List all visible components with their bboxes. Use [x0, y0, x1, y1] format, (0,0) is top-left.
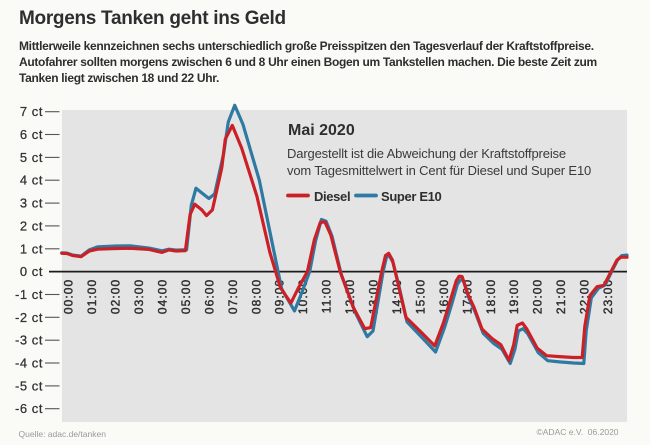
- svg-text:03:00: 03:00: [132, 279, 146, 314]
- svg-text:-3 ct: -3 ct: [15, 333, 43, 348]
- svg-text:00:00: 00:00: [62, 279, 76, 314]
- svg-text:2 ct: 2 ct: [20, 218, 43, 233]
- svg-text:07:00: 07:00: [226, 279, 240, 314]
- svg-text:08:00: 08:00: [249, 279, 263, 314]
- svg-text:01:00: 01:00: [85, 279, 99, 314]
- svg-text:3 ct: 3 ct: [20, 196, 43, 211]
- svg-text:18:00: 18:00: [484, 279, 498, 314]
- svg-text:1 ct: 1 ct: [20, 241, 43, 256]
- svg-text:6 ct: 6 ct: [20, 127, 43, 142]
- svg-text:7 ct: 7 ct: [20, 104, 43, 119]
- svg-text:05:00: 05:00: [179, 279, 193, 314]
- svg-text:0 ct: 0 ct: [20, 264, 43, 279]
- svg-text:-1 ct: -1 ct: [15, 287, 43, 302]
- svg-text:09:00: 09:00: [273, 279, 287, 314]
- svg-text:10:00: 10:00: [296, 279, 310, 314]
- svg-text:5 ct: 5 ct: [20, 150, 43, 165]
- svg-text:02:00: 02:00: [109, 279, 123, 314]
- svg-text:21:00: 21:00: [554, 279, 568, 314]
- svg-text:11:00: 11:00: [320, 279, 334, 313]
- svg-text:23:00: 23:00: [601, 279, 615, 314]
- svg-text:06:00: 06:00: [202, 279, 216, 314]
- svg-text:-2 ct: -2 ct: [15, 310, 43, 325]
- svg-text:15:00: 15:00: [413, 279, 427, 314]
- svg-text:04:00: 04:00: [156, 279, 170, 314]
- svg-text:-6 ct: -6 ct: [15, 401, 43, 416]
- svg-text:-5 ct: -5 ct: [15, 378, 43, 393]
- svg-text:19:00: 19:00: [507, 279, 521, 314]
- svg-text:20:00: 20:00: [531, 279, 545, 314]
- svg-text:4 ct: 4 ct: [20, 173, 43, 188]
- svg-text:-4 ct: -4 ct: [15, 356, 43, 371]
